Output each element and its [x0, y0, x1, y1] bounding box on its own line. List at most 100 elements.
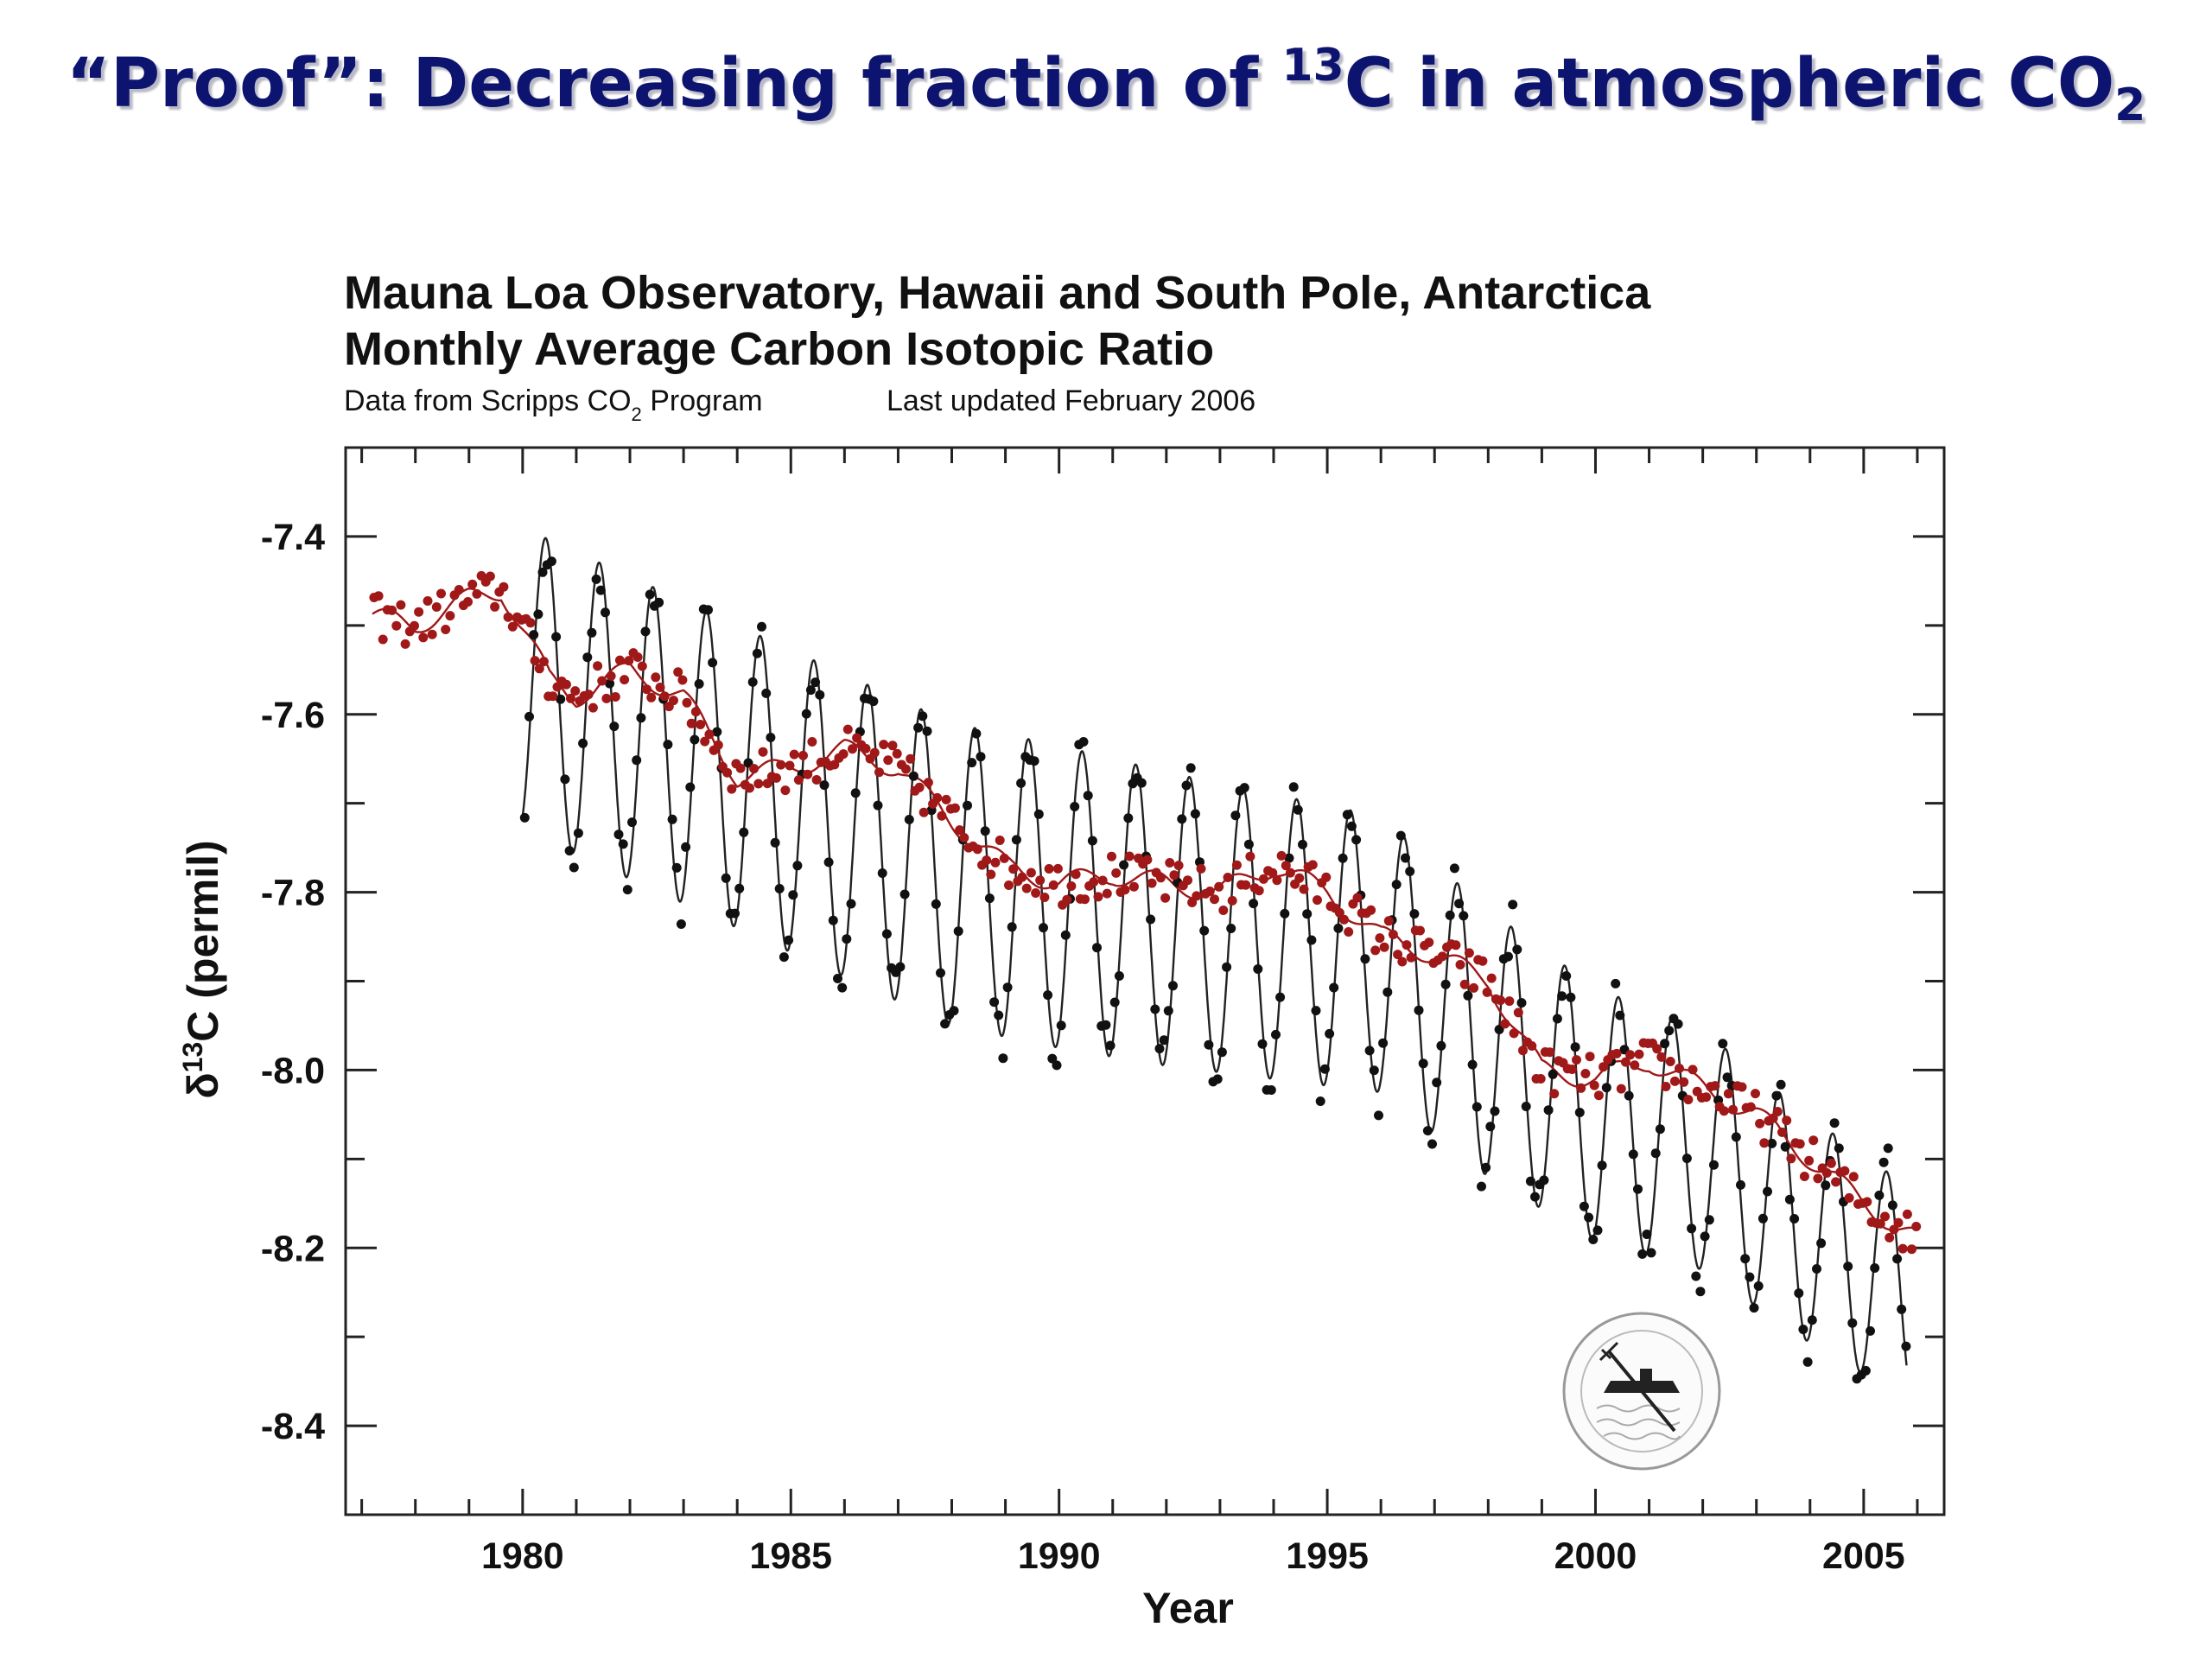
mauna-loa-point-185 [1346, 821, 1357, 831]
south-pole-point-302 [1719, 1106, 1729, 1116]
south-pole-point-98 [807, 737, 817, 747]
south-pole-point-207 [1294, 873, 1305, 883]
south-pole-point-243 [1455, 960, 1465, 969]
mauna-loa-point-184 [1342, 810, 1352, 820]
south-pole-point-142 [1004, 880, 1014, 890]
mauna-loa-point-30 [654, 597, 664, 607]
mauna-loa-point-200 [1414, 1005, 1424, 1015]
mauna-loa-point-127 [1087, 836, 1097, 846]
mauna-loa-point-61 [792, 861, 803, 871]
scripps-logo-icon [1562, 1312, 1721, 1471]
mauna-loa-point-213 [1471, 1102, 1482, 1112]
south-pole-point-146 [1021, 883, 1032, 893]
south-pole-point-148 [1031, 888, 1041, 898]
mauna-loa-point-162 [1243, 839, 1254, 849]
chart-source-subscript: 2 [632, 404, 642, 425]
south-pole-point-152 [1048, 880, 1058, 890]
south-pole-point-35 [525, 618, 536, 628]
south-pole-point-79 [722, 767, 733, 778]
mauna-loa-point-205 [1436, 1040, 1446, 1051]
mauna-loa-point-110 [1011, 835, 1021, 845]
south-pole-point-159 [1080, 894, 1090, 905]
south-pole-point-317 [1786, 1154, 1796, 1164]
mauna-loa-point-248 [1628, 1149, 1638, 1160]
mauna-loa-point-234 [1566, 992, 1576, 1002]
south-pole-point-201 [1268, 868, 1278, 878]
mauna-loa-point-135 [1123, 813, 1134, 823]
mauna-loa-point-183 [1338, 853, 1348, 863]
mauna-loa-point-272 [1736, 1179, 1745, 1190]
south-pole-point-236 [1424, 938, 1434, 948]
south-pole-point-330 [1844, 1192, 1854, 1203]
mauna-loa-point-283 [1784, 1194, 1795, 1205]
south-pole-point-291 [1669, 1076, 1680, 1086]
y-tick-labels: -7.4 -7.6 -7.8 -8.0 -8.2 -8.4 [261, 517, 325, 1447]
south-pole-point-145 [1017, 872, 1027, 882]
south-pole-point-210 [1307, 860, 1318, 870]
south-pole-point-323 [1813, 1173, 1823, 1184]
mauna-loa-point-14 [582, 652, 593, 663]
south-pole-point-248 [1478, 956, 1488, 966]
south-pole-point-130 [950, 803, 960, 813]
mauna-loa-point-45 [721, 873, 731, 883]
chart-title-line2: Monthly Average Carbon Isotopic Ratio [344, 323, 1214, 375]
south-pole-point-119 [901, 764, 911, 774]
mauna-loa-point-211 [1463, 990, 1473, 1001]
south-pole-point-249 [1482, 987, 1492, 997]
mauna-loa-point-119 [1052, 1060, 1062, 1071]
slide-title-subscript: 2 [2114, 79, 2146, 131]
south-pole-point-256 [1513, 1007, 1523, 1018]
south-pole-point-220 [1352, 893, 1363, 903]
mauna-loa-point-170 [1280, 908, 1290, 918]
mauna-loa-point-11 [569, 862, 579, 873]
south-pole-point-339 [1885, 1232, 1895, 1243]
south-pole-point-7 [400, 639, 410, 649]
y-axis-label-suffix: C (permil) [179, 840, 227, 1041]
south-pole-point-68 [673, 667, 683, 677]
south-pole-point-202 [1272, 875, 1282, 886]
south-pole-point-95 [793, 775, 804, 785]
mauna-loa-point-239 [1588, 1235, 1599, 1244]
south-pole-point-45 [570, 686, 581, 696]
mauna-loa-point-158 [1226, 924, 1236, 933]
mauna-loa-point-195 [1391, 880, 1402, 890]
mauna-loa-point-178 [1315, 1096, 1325, 1106]
south-pole-point-91 [776, 760, 786, 770]
south-pole-point-5 [391, 620, 402, 631]
south-pole-point-253 [1500, 1019, 1510, 1029]
mauna-loa-point-206 [1440, 979, 1451, 989]
south-pole-point-341 [1893, 1217, 1904, 1228]
mauna-loa-point-266 [1709, 1160, 1719, 1170]
mauna-loa-point-96 [949, 1006, 959, 1016]
south-pole-point-270 [1576, 1083, 1586, 1093]
south-pole-point-73 [696, 720, 706, 729]
mauna-loa-point-279 [1767, 1138, 1777, 1148]
south-pole-point-311 [1759, 1138, 1770, 1148]
mauna-loa-point-70 [833, 974, 842, 983]
south-pole-point-261 [1535, 1074, 1546, 1084]
south-pole-point-257 [1518, 1046, 1528, 1056]
south-pole-point-292 [1675, 1064, 1684, 1073]
south-pole-point-141 [999, 853, 1009, 863]
south-pole-point-191 [1223, 873, 1233, 882]
south-pole-point-173 [1142, 855, 1153, 865]
mauna-loa-point-197 [1401, 853, 1410, 863]
mauna-loa-point-109 [1007, 922, 1017, 932]
mauna-loa-point-150 [1190, 809, 1200, 819]
south-pole-point-182 [1183, 875, 1192, 886]
mauna-loa-point-238 [1584, 1212, 1594, 1223]
south-pole-point-116 [887, 741, 898, 751]
mauna-loa-point-38 [690, 734, 700, 745]
south-pole-point-140 [995, 836, 1005, 845]
south-pole-point-272 [1585, 1052, 1595, 1062]
mauna-loa-point-107 [998, 1053, 1008, 1064]
mauna-loa-point-81 [881, 929, 892, 939]
south-pole-point-166 [1111, 868, 1122, 878]
south-pole-point-274 [1593, 1090, 1604, 1101]
mauna-loa-point-216 [1485, 1122, 1496, 1132]
south-pole-point-135 [972, 844, 982, 855]
x-tick-label-1985: 1985 [749, 1535, 832, 1577]
south-pole-point-88 [762, 779, 772, 789]
south-pole-point-114 [879, 740, 889, 750]
